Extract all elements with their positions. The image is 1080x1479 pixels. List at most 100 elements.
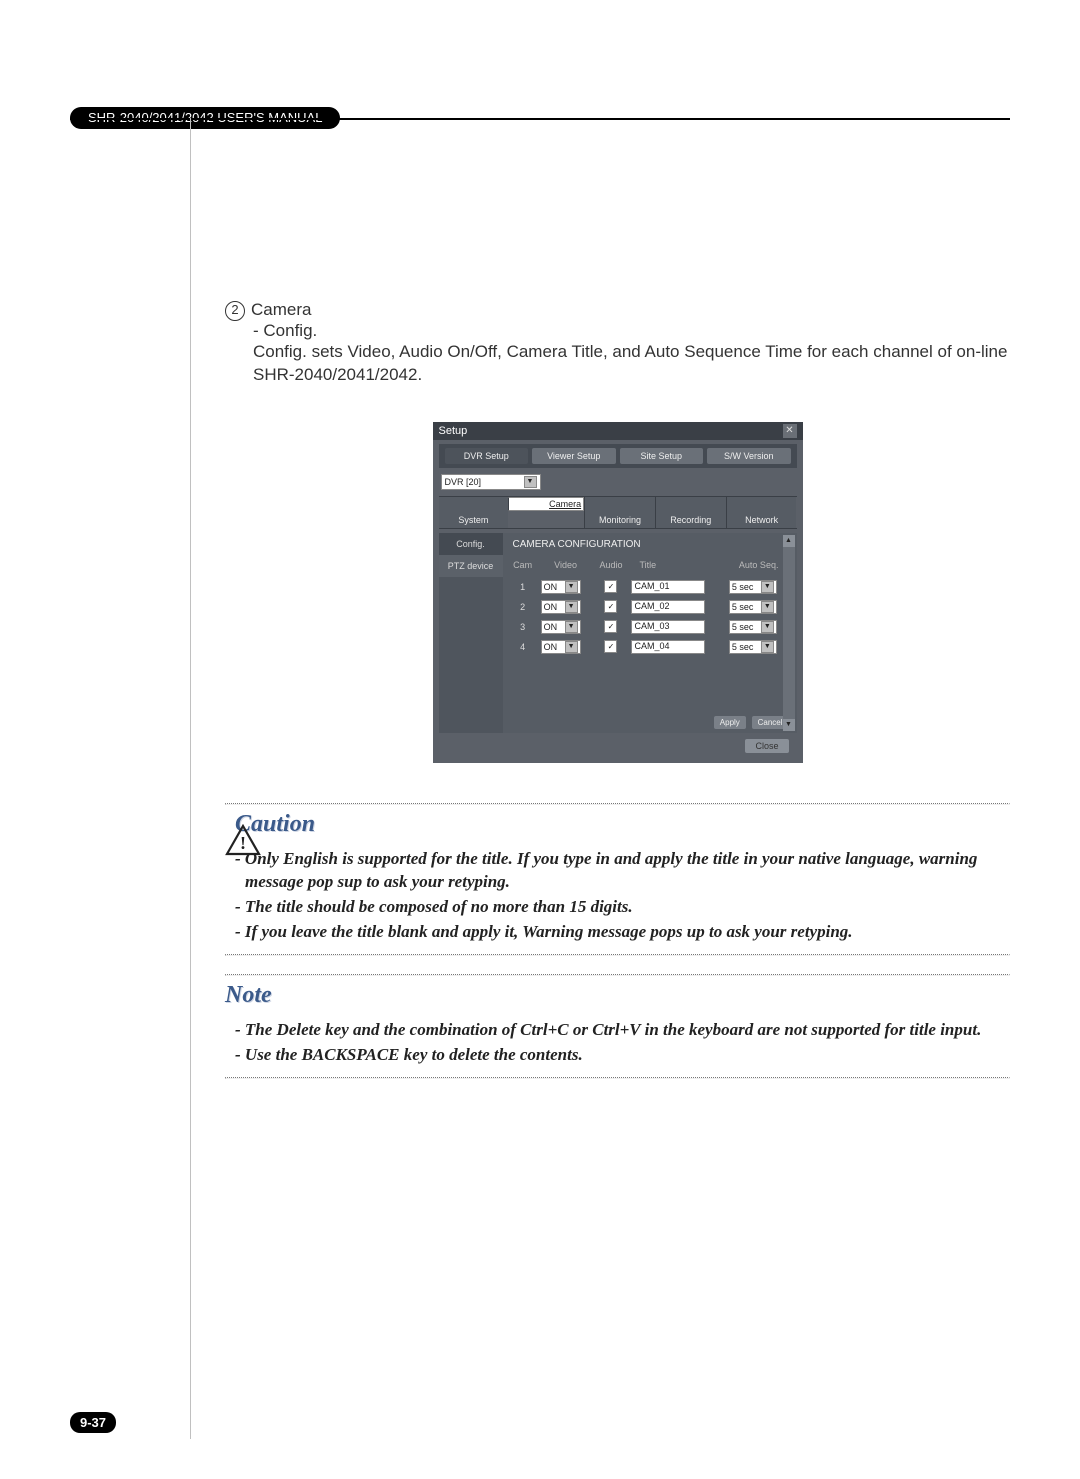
autoseq-value: 5 sec (732, 622, 754, 632)
nav-label: Camera (549, 499, 581, 509)
autoseq-value: 5 sec (732, 642, 754, 652)
chevron-down-icon: ▼ (565, 641, 578, 653)
caution-line: - If you leave the title blank and apply… (235, 921, 1010, 944)
audio-checkbox[interactable]: ✓ (604, 600, 617, 613)
note-box: Note - The Delete key and the combinatio… (225, 974, 1010, 1079)
nav-label: System (458, 515, 488, 525)
title-input[interactable]: CAM_04 (631, 640, 705, 654)
col-cam: Cam (509, 558, 537, 576)
title-input[interactable]: CAM_03 (631, 620, 705, 634)
note-line: - Use the BACKSPACE key to delete the co… (235, 1044, 1010, 1067)
nav-label: Recording (670, 515, 711, 525)
content-area: 2 Camera - Config. Config. sets Video, Au… (225, 300, 1010, 1079)
chevron-down-icon: ▼ (524, 476, 537, 488)
section-heading: 2 Camera (225, 300, 1010, 321)
side-menu: Config. PTZ device (439, 533, 503, 733)
chevron-down-icon: ▼ (565, 601, 578, 613)
chevron-down-icon: ▼ (761, 641, 774, 653)
dotted-rule (225, 803, 1010, 805)
chevron-down-icon: ▼ (761, 601, 774, 613)
audio-checkbox[interactable]: ✓ (604, 640, 617, 653)
audio-checkbox[interactable]: ✓ (604, 580, 617, 593)
nav-camera[interactable]: Camera (508, 497, 584, 511)
autoseq-select[interactable]: 5 sec ▼ (729, 600, 777, 614)
header-rule (70, 118, 1010, 120)
video-value: ON (544, 622, 558, 632)
video-select[interactable]: ON ▼ (541, 580, 581, 594)
dvr-select[interactable]: DVR [20] ▼ (441, 474, 541, 490)
chevron-down-icon: ▼ (565, 581, 578, 593)
title-input[interactable]: CAM_02 (631, 600, 705, 614)
config-panel: CAMERA CONFIGURATION Cam Video Audio Tit… (503, 533, 797, 733)
close-button[interactable]: Close (745, 739, 788, 753)
page: SHR-2040/2041/2042 USER'S MANUAL 2Camera… (0, 0, 1080, 1479)
dvr-select-value: DVR [20] (445, 477, 482, 487)
dotted-rule (225, 974, 1010, 976)
tab-site-setup[interactable]: Site Setup (620, 448, 704, 464)
scroll-up-icon[interactable]: ▲ (783, 535, 795, 547)
window-title: Setup (439, 425, 468, 437)
caution-box: ! Caution - Only English is supported fo… (225, 803, 1010, 956)
dotted-rule (225, 1077, 1010, 1079)
cell-cam: 4 (509, 638, 537, 656)
autoseq-select[interactable]: 5 sec ▼ (729, 620, 777, 634)
tab-dvr-setup[interactable]: DVR Setup (445, 448, 529, 464)
tab-sw-version[interactable]: S/W Version (707, 448, 791, 464)
dotted-rule (225, 954, 1010, 956)
caution-line: - Only English is supported for the titl… (235, 848, 1010, 894)
col-video: Video (539, 558, 593, 576)
caution-line: - The title should be composed of no mor… (235, 896, 1010, 919)
col-title: Title (629, 558, 724, 576)
table-row: 2 ON▼ ✓ CAM_02 5 sec ▼ (509, 598, 791, 616)
top-tabs: DVR Setup Viewer Setup Site Setup S/W Ve… (439, 444, 797, 468)
nav-recording[interactable]: Recording (655, 497, 726, 528)
apply-button[interactable]: Apply (714, 716, 746, 729)
side-ptz[interactable]: PTZ device (439, 555, 503, 577)
audio-checkbox[interactable]: ✓ (604, 620, 617, 633)
section-desc: Config. sets Video, Audio On/Off, Camera… (225, 341, 1010, 387)
title-input[interactable]: CAM_01 (631, 580, 705, 594)
setup-screenshot: Setup ✕ DVR Setup Viewer Setup Site Setu… (433, 422, 803, 763)
caution-body: - Only English is supported for the titl… (225, 848, 1010, 944)
autoseq-select[interactable]: 5 sec ▼ (729, 640, 777, 654)
side-config[interactable]: Config. (439, 533, 503, 555)
svg-text:!: ! (240, 833, 246, 853)
table-header-row: Cam Video Audio Title Auto Seq. (509, 558, 791, 576)
nav-buttons: System Camera Monitoring Recording Netwo… (439, 496, 797, 529)
panel-title: CAMERA CONFIGURATION (507, 537, 793, 556)
scroll-down-icon[interactable]: ▼ (783, 719, 795, 731)
autoseq-select[interactable]: 5 sec ▼ (729, 580, 777, 594)
nav-network[interactable]: Network (726, 497, 797, 528)
autoseq-value: 5 sec (732, 602, 754, 612)
note-line: - The Delete key and the combination of … (235, 1019, 1010, 1042)
page-number: 9-37 (70, 1412, 116, 1433)
autoseq-value: 5 sec (732, 582, 754, 592)
video-select[interactable]: ON▼ (541, 600, 581, 614)
col-audio: Audio (594, 558, 627, 576)
camera-table: Cam Video Audio Title Auto Seq. 1 ON ▼ ✓ (507, 556, 793, 658)
chevron-down-icon: ▼ (761, 621, 774, 633)
section-title: Camera (251, 300, 311, 319)
video-value: ON (544, 642, 558, 652)
window-titlebar: Setup ✕ (433, 422, 803, 440)
table-row: 1 ON ▼ ✓ CAM_01 5 sec ▼ (509, 578, 791, 596)
section-number: 2 (225, 301, 245, 321)
cell-cam: 3 (509, 618, 537, 636)
video-select[interactable]: ON ▼ (541, 620, 581, 634)
section-sub: - Config. (225, 321, 1010, 341)
video-select[interactable]: ON ▼ (541, 640, 581, 654)
chevron-down-icon: ▼ (565, 621, 578, 633)
video-value: ON (544, 582, 558, 592)
table-row: 4 ON ▼ ✓ CAM_04 5 sec ▼ (509, 638, 791, 656)
scrollbar[interactable]: ▲ ▼ (783, 535, 795, 731)
nav-monitoring[interactable]: Monitoring (584, 497, 655, 528)
nav-system[interactable]: System (439, 497, 509, 528)
note-title: Note (225, 982, 272, 1009)
tab-viewer-setup[interactable]: Viewer Setup (532, 448, 616, 464)
nav-label: Monitoring (599, 515, 641, 525)
close-icon[interactable]: ✕ (783, 424, 797, 438)
note-body: - The Delete key and the combination of … (225, 1019, 1010, 1067)
cell-cam: 2 (509, 598, 537, 616)
cell-cam: 1 (509, 578, 537, 596)
chevron-down-icon: ▼ (761, 581, 774, 593)
